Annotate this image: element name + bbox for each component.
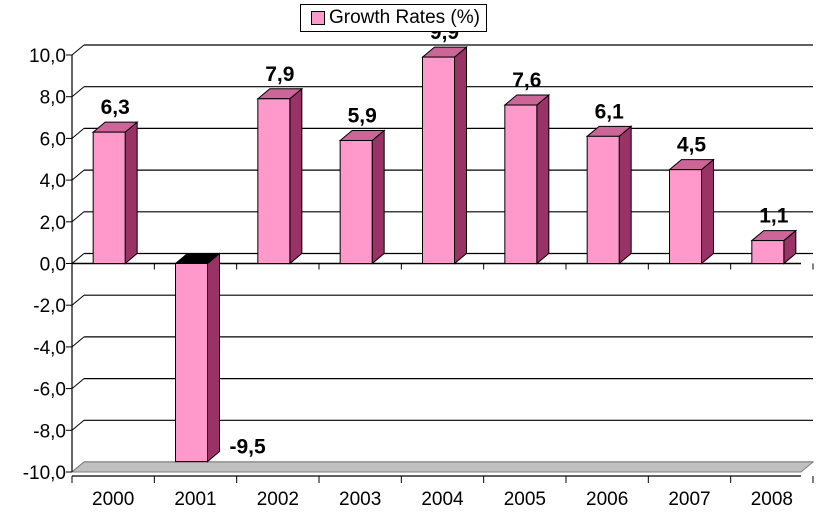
x-tick-label: 2008 [751,489,793,510]
bar [586,135,620,264]
y-tick-label: 10,0 [29,46,66,67]
gridline-depth [71,378,85,389]
y-tick-label: 4,0 [40,171,66,192]
bar [92,131,126,264]
data-label: 4,5 [677,134,707,157]
y-tick-label: 6,0 [40,129,66,150]
gridline-depth [71,128,85,139]
gridline-depth [71,44,85,56]
bar [422,56,455,264]
x-tick-label: 2003 [339,489,381,510]
x-tick-label: 2007 [668,489,710,510]
data-label: 7,9 [265,63,294,86]
chart-floor [70,461,815,473]
x-tick-label: 2004 [421,489,464,510]
gridline-depth [71,294,85,306]
bar [669,169,702,264]
data-label: 6,1 [595,100,625,123]
gridline-depth [71,419,85,431]
y-tick-label: -8,0 [33,421,66,442]
x-tick-label: 2000 [92,489,134,510]
bar-side [289,87,303,265]
legend-label: Growth Rates (%) [329,7,480,28]
gridline-depth [71,211,85,223]
data-label: -9,5 [230,436,267,459]
bar [175,263,208,463]
data-label: 7,6 [512,69,541,92]
gridline-depth [71,86,85,98]
data-label: 6,3 [101,96,130,119]
y-tick-label: 0,0 [40,255,66,276]
bar-side [536,93,550,265]
bar [257,98,291,264]
y-tick-label: -10,0 [23,463,66,484]
legend-swatch [311,11,325,25]
bar-side [124,121,138,265]
bar-side [618,125,632,265]
x-tick-label: 2001 [174,489,216,510]
bar [751,240,785,265]
bar-side [371,129,385,265]
y-tick-label: 2,0 [40,213,66,234]
gridline-depth [71,336,85,348]
x-tick-label: 2002 [257,489,299,510]
bar [504,104,538,265]
gridline-depth [71,169,85,181]
y-tick-label: -6,0 [33,380,66,401]
x-tick-label: 2005 [504,489,546,510]
y-tick-label: 8,0 [40,88,66,109]
bar-side [207,252,220,463]
bar-side [454,46,467,265]
data-label: 5,9 [348,104,377,127]
y-tick-label: -2,0 [33,296,66,317]
legend: Growth Rates (%) [300,4,487,32]
gridline-depth [71,253,85,264]
bar-side [701,158,714,265]
x-tick-label: 2006 [586,489,628,510]
bar [339,139,373,264]
y-tick-label: -4,0 [33,338,66,359]
data-label: 1,1 [759,205,789,228]
